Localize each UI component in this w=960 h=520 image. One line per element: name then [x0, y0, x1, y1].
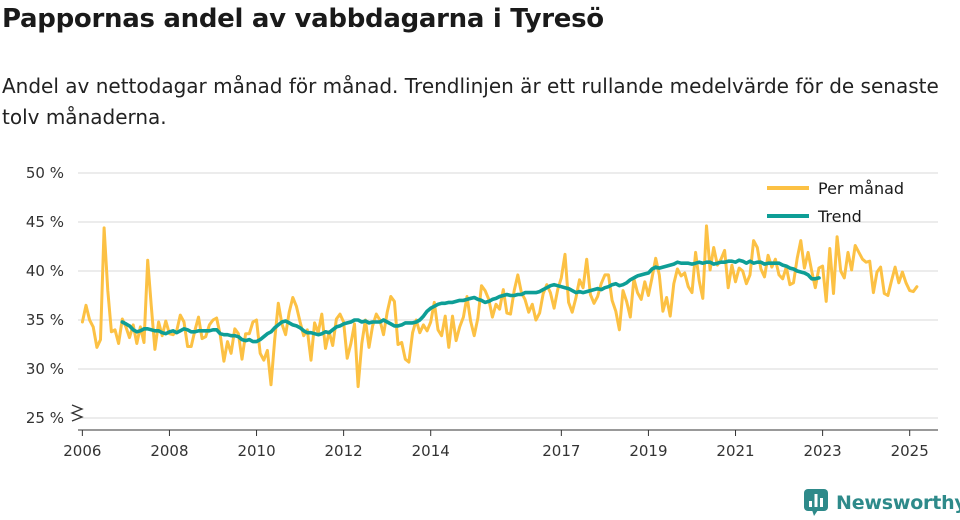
y-tick-label: 30 % — [26, 360, 64, 378]
y-tick-label: 40 % — [26, 262, 64, 280]
x-tick-label: 2019 — [629, 442, 667, 460]
y-tick-label: 25 % — [26, 409, 64, 427]
series-line-per-manad — [80, 224, 919, 389]
x-axis: 2006 2008 2010 2012 2014 2017 2019 2021 2023 2025 — [63, 429, 938, 460]
x-tick-label: 2010 — [237, 442, 275, 460]
brand-logo: Newsworthy — [804, 489, 960, 517]
x-tick-label: 2008 — [150, 442, 188, 460]
x-tick-label: 2025 — [891, 442, 929, 460]
x-tick-label: 2014 — [412, 442, 450, 460]
legend-label-per-manad: Per månad — [818, 179, 904, 198]
x-tick-label: 2023 — [804, 442, 842, 460]
y-tick-label: 50 % — [26, 164, 64, 182]
x-tick-label: 2017 — [542, 442, 580, 460]
series-layer — [80, 224, 919, 389]
x-tick-label: 2012 — [325, 442, 363, 460]
legend: Per månad Trend — [767, 179, 904, 226]
y-axis: 25 % 30 % 35 % 40 % 45 % 50 % — [26, 164, 84, 427]
brand-name: Newsworthy — [836, 492, 960, 514]
y-tick-label: 35 % — [26, 311, 64, 329]
y-tick-label: 45 % — [26, 213, 64, 231]
series-line-trend — [120, 258, 821, 344]
chart-title: Pappornas andel av vabbdagarna i Tyresö — [2, 4, 604, 34]
legend-label-trend: Trend — [817, 207, 862, 226]
axis-break-icon — [70, 404, 84, 422]
x-tick-label: 2021 — [716, 442, 754, 460]
newsworthy-icon — [804, 489, 828, 516]
chart-subtitle: Andel av nettodagar månad för månad. Tre… — [2, 74, 939, 129]
x-tick-label: 2006 — [63, 442, 101, 460]
